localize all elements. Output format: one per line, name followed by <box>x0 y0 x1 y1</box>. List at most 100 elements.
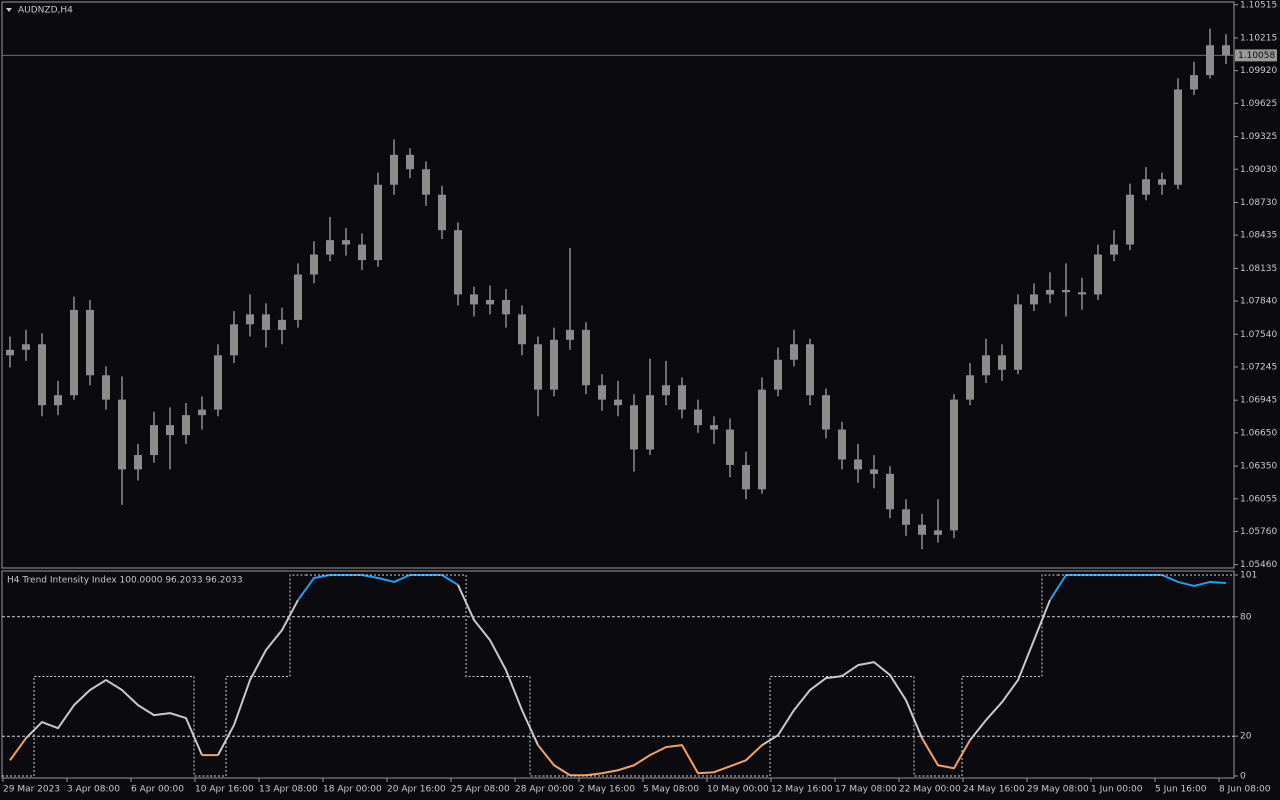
y-tick-label: 1.06945 <box>1240 396 1277 406</box>
candle-body <box>342 240 350 245</box>
candle-body <box>1030 294 1038 305</box>
candle-body <box>422 169 430 195</box>
candle-body <box>502 299 510 315</box>
x-tick-label: 17 May 08:00 <box>835 785 897 795</box>
candle-body <box>406 154 414 170</box>
candle-body <box>822 395 830 430</box>
y-tick-label: 1.10215 <box>1240 33 1277 43</box>
candle-body <box>870 469 878 474</box>
step-line <box>529 676 546 777</box>
x-tick-label: 20 Apr 16:00 <box>387 785 446 795</box>
candle-body <box>534 344 542 390</box>
current-price-label: 1.10058 <box>1238 51 1275 61</box>
candle-body <box>454 230 462 295</box>
candle-body <box>262 314 270 330</box>
candle-body <box>86 309 94 376</box>
indicator-line <box>969 599 1051 741</box>
candle-body <box>374 184 382 261</box>
candle-body <box>566 329 574 340</box>
indicator-line <box>537 744 763 777</box>
candle-body <box>838 429 846 460</box>
candle-body <box>934 530 942 535</box>
candle-body <box>230 324 238 356</box>
x-tick-label: 13 Apr 08:00 <box>259 785 318 795</box>
price-panel <box>1 1 1235 569</box>
candle-body <box>598 385 606 400</box>
candle-body <box>6 349 14 356</box>
step-line <box>193 676 210 777</box>
candle-body <box>182 415 190 436</box>
candle-body <box>918 524 926 535</box>
y-tick-label: 1.09325 <box>1240 132 1277 142</box>
candle-body <box>1126 194 1134 245</box>
candle-body <box>198 409 206 416</box>
x-tick-label: 18 Apr 00:00 <box>323 785 382 795</box>
candle-body <box>662 385 670 396</box>
x-tick-label: 25 Apr 08:00 <box>451 785 510 795</box>
y-tick-label: 1.06650 <box>1240 428 1277 438</box>
x-tick-label: 22 May 00:00 <box>899 785 961 795</box>
indicator-panel <box>1 570 1235 779</box>
candle-body <box>102 375 110 400</box>
candle-body <box>742 464 750 490</box>
candle-body <box>790 344 798 360</box>
current-price-box <box>1235 49 1277 62</box>
candle-body <box>22 344 30 350</box>
x-tick-label: 29 Mar 2023 <box>3 785 60 795</box>
candle-body <box>390 154 398 185</box>
candle-body <box>550 339 558 390</box>
candle-body <box>1142 179 1150 195</box>
candle-body <box>1206 45 1214 76</box>
candle-body <box>806 344 814 396</box>
candle-body <box>678 385 686 410</box>
y-tick-label: 101 <box>1240 570 1257 580</box>
x-tick-label: 2 May 16:00 <box>579 785 635 795</box>
x-tick-label: 1 Jun 00:00 <box>1091 785 1143 795</box>
indicator-line <box>217 599 299 756</box>
candle-body <box>214 355 222 410</box>
step-line <box>465 574 482 677</box>
y-tick-label: 20 <box>1240 732 1252 742</box>
y-tick-label: 1.09030 <box>1240 165 1277 175</box>
candle-body <box>326 240 334 255</box>
y-tick-label: 0 <box>1240 772 1246 782</box>
candle-body <box>950 399 958 531</box>
candle-body <box>134 455 142 470</box>
step-line <box>913 676 930 777</box>
candle-body <box>614 399 622 406</box>
y-tick-label: 1.08730 <box>1240 198 1277 208</box>
y-tick-label: 1.06350 <box>1240 462 1277 472</box>
step-line <box>1041 574 1058 677</box>
candle-body <box>310 254 318 275</box>
y-tick-label: 1.09920 <box>1240 66 1277 76</box>
x-tick-label: 6 Apr 00:00 <box>131 785 184 795</box>
candle-body <box>54 395 62 406</box>
y-tick-label: 1.08435 <box>1240 231 1277 241</box>
candle-body <box>630 405 638 450</box>
candle-body <box>998 355 1006 370</box>
candle-body <box>1046 289 1054 295</box>
candle-body <box>1094 254 1102 295</box>
candle-body <box>438 194 446 231</box>
x-tick-label: 24 May 16:00 <box>963 785 1025 795</box>
candle-body <box>1190 75 1198 90</box>
y-tick-label: 1.10515 <box>1240 0 1277 10</box>
candle-body <box>1078 292 1086 295</box>
candle-body <box>1110 244 1118 255</box>
candle-body <box>38 344 46 406</box>
candle-body <box>886 473 894 510</box>
candle-body <box>70 309 78 396</box>
menu-triangle[interactable] <box>6 8 12 12</box>
y-tick-label: 1.05460 <box>1240 560 1277 570</box>
x-tick-label: 28 Apr 00:00 <box>515 785 574 795</box>
candle-body <box>1014 304 1022 370</box>
candle-body <box>710 425 718 430</box>
y-tick-label: 1.05760 <box>1240 527 1277 537</box>
candle-body <box>582 329 590 386</box>
candle-body <box>982 355 990 376</box>
y-tick-label: 1.07245 <box>1240 362 1277 372</box>
candle-body <box>358 244 366 261</box>
candle-body <box>118 399 126 470</box>
candle-body <box>1062 289 1070 293</box>
